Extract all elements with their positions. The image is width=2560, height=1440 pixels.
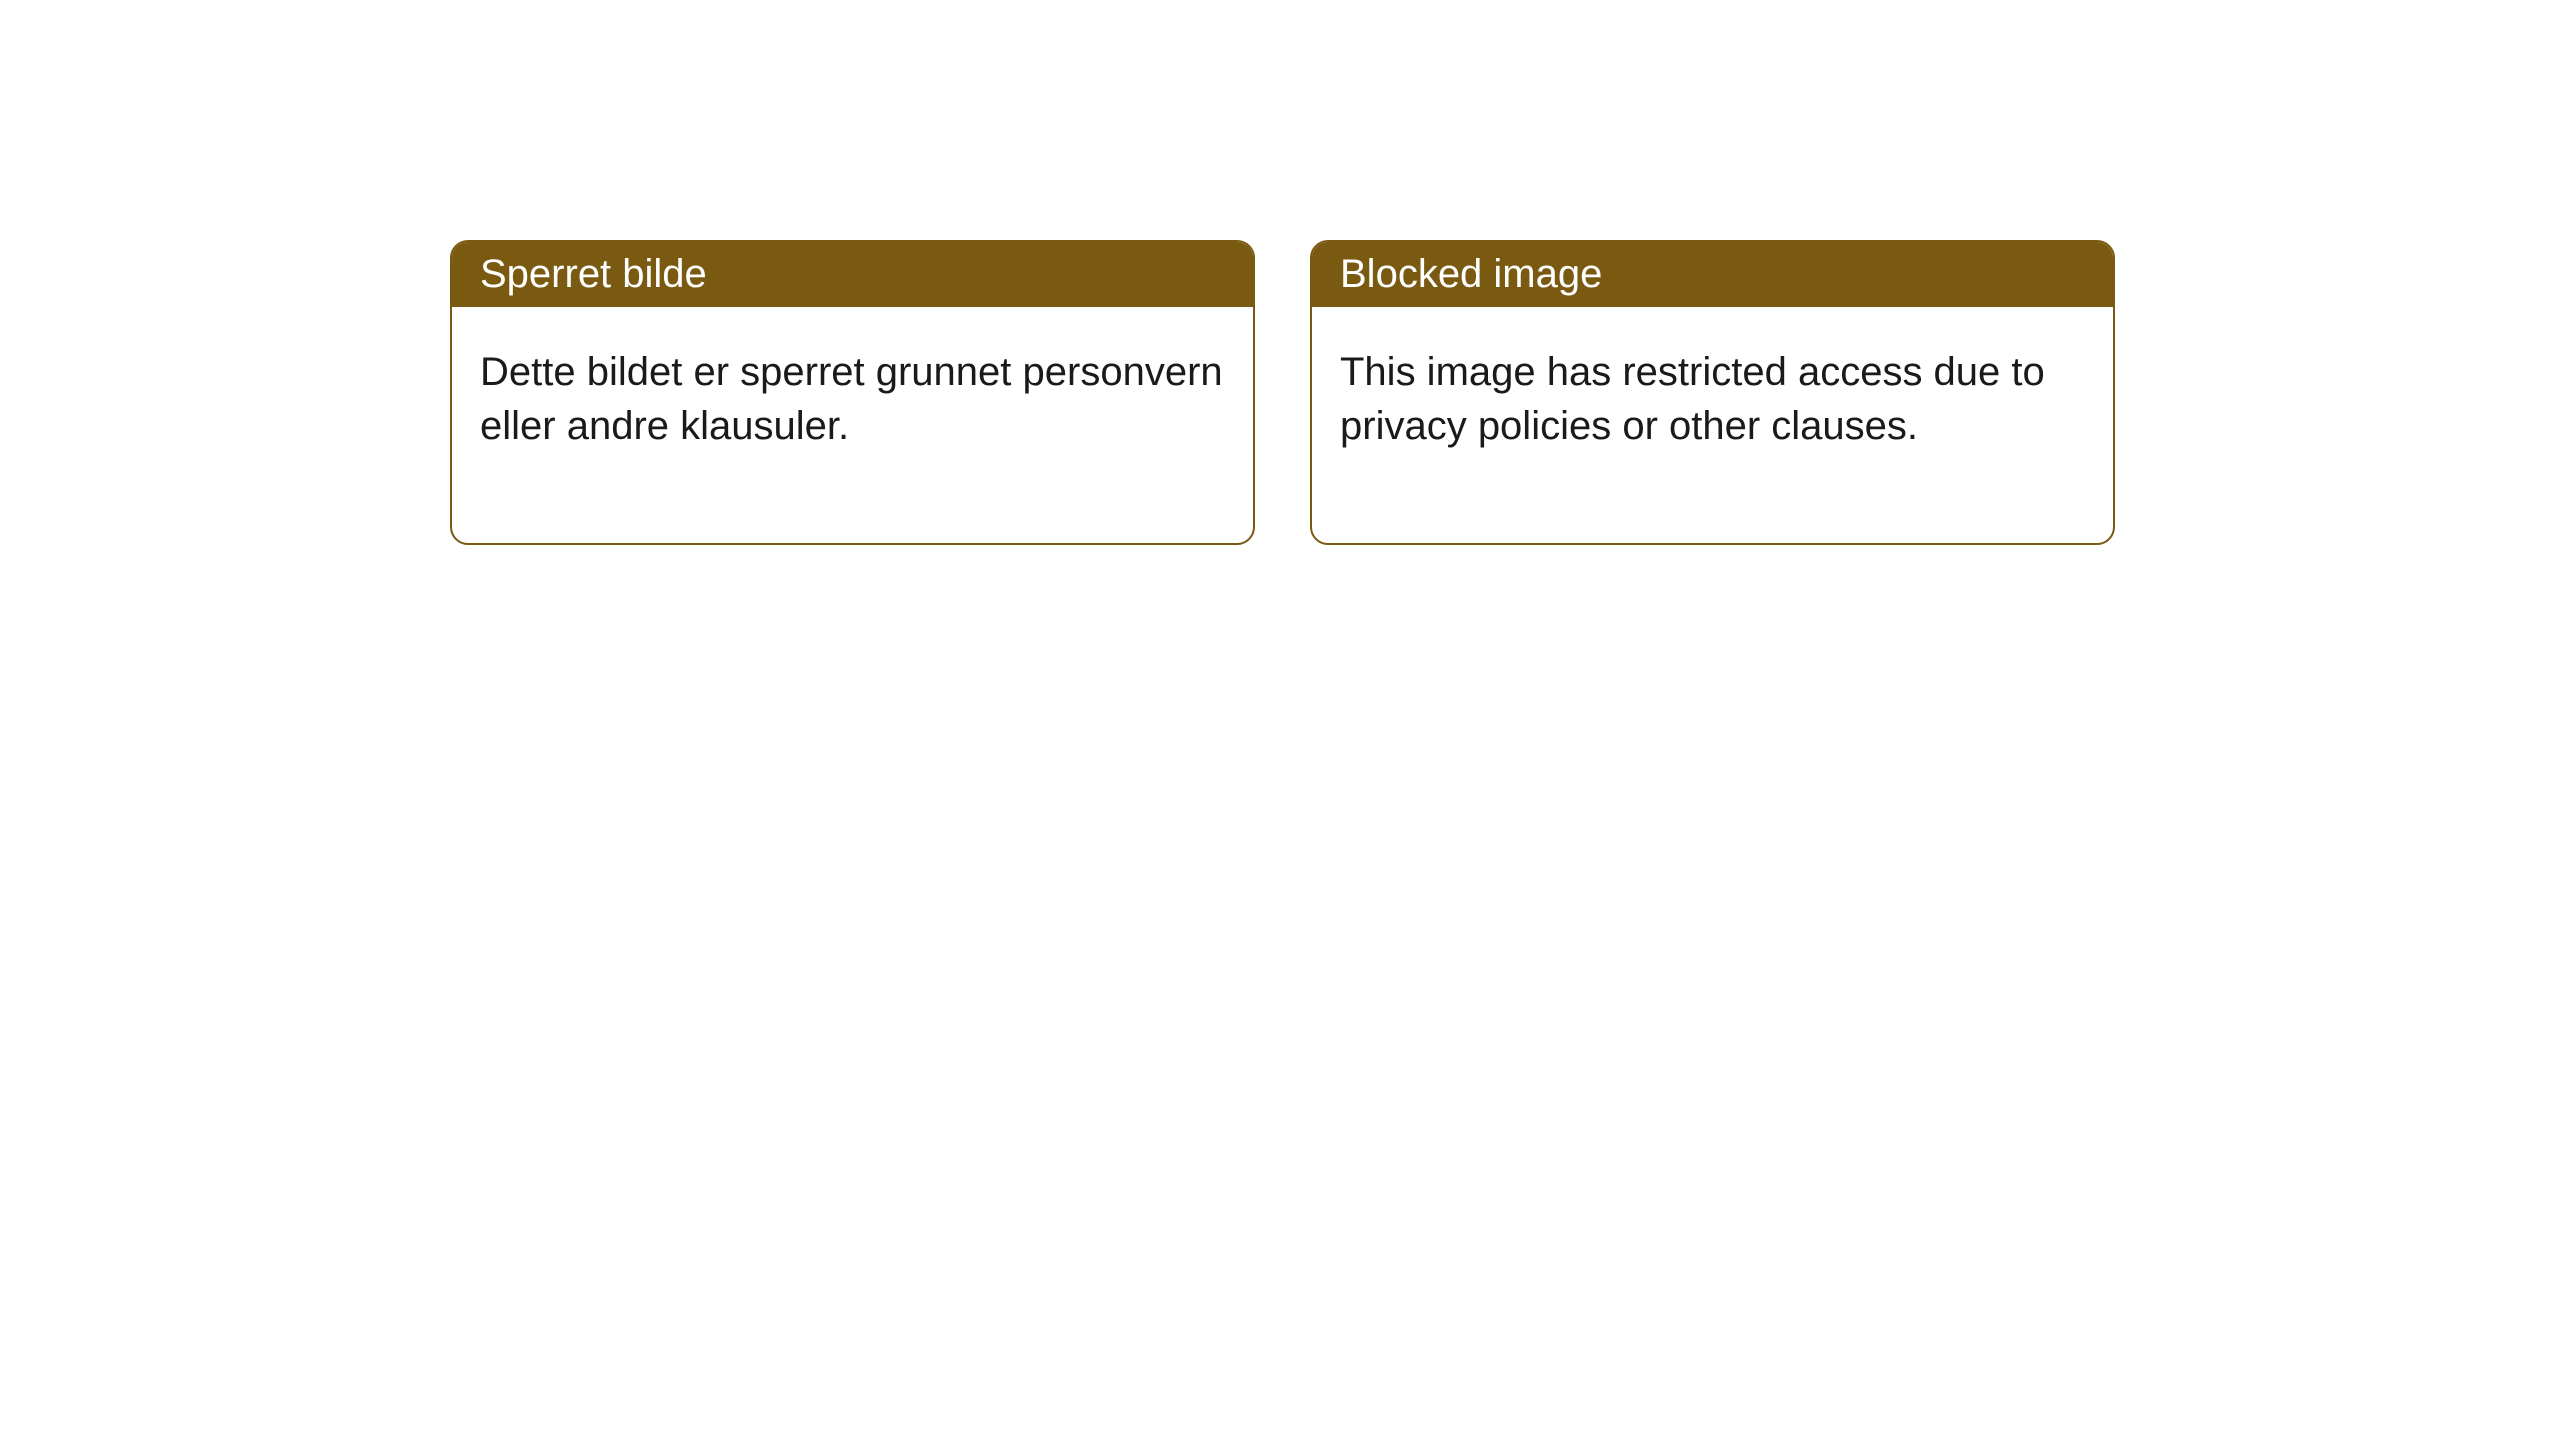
- cards-container: Sperret bilde Dette bildet er sperret gr…: [0, 0, 2560, 545]
- card-header-no: Sperret bilde: [452, 242, 1253, 307]
- blocked-image-card-en: Blocked image This image has restricted …: [1310, 240, 2115, 545]
- blocked-image-card-no: Sperret bilde Dette bildet er sperret gr…: [450, 240, 1255, 545]
- card-body-en: This image has restricted access due to …: [1312, 307, 2113, 543]
- card-header-en: Blocked image: [1312, 242, 2113, 307]
- card-body-no: Dette bildet er sperret grunnet personve…: [452, 307, 1253, 543]
